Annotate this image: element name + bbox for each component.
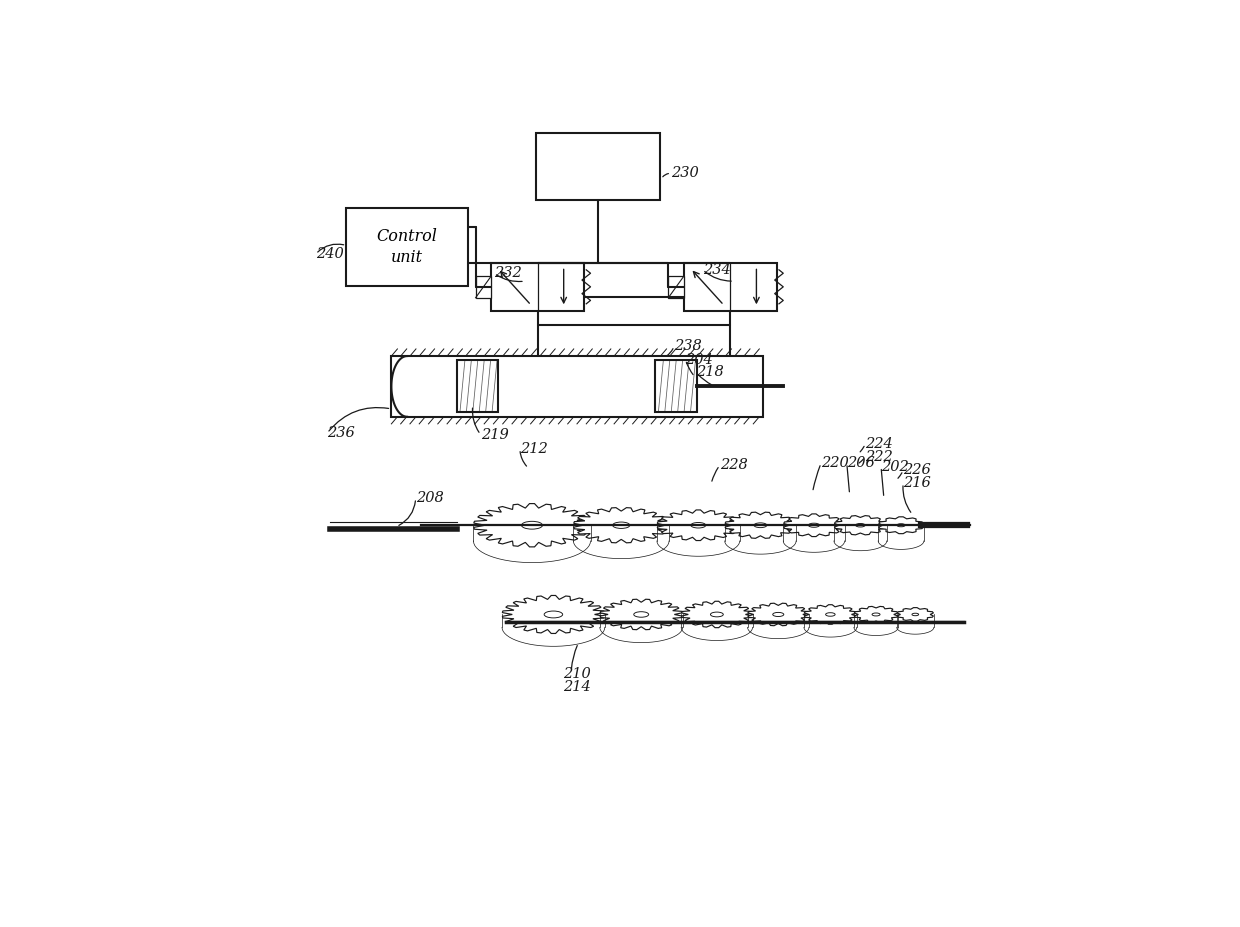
Text: 204: 204 — [686, 352, 713, 367]
Text: 222: 222 — [866, 450, 893, 464]
Ellipse shape — [872, 613, 880, 616]
Text: 224: 224 — [866, 437, 893, 451]
Text: 219: 219 — [481, 427, 508, 441]
Polygon shape — [657, 510, 739, 540]
Bar — [684, 262, 776, 311]
Polygon shape — [474, 503, 590, 547]
Ellipse shape — [544, 611, 563, 618]
Bar — [656, 361, 697, 413]
Polygon shape — [879, 517, 924, 534]
Text: 210: 210 — [563, 667, 590, 680]
Polygon shape — [725, 512, 796, 539]
Text: 236: 236 — [327, 426, 355, 440]
Ellipse shape — [634, 612, 649, 617]
Bar — [458, 361, 498, 413]
Text: unit: unit — [391, 249, 423, 266]
Text: 206: 206 — [847, 456, 874, 470]
Ellipse shape — [522, 521, 543, 529]
Ellipse shape — [773, 613, 784, 616]
Polygon shape — [835, 515, 887, 535]
Polygon shape — [805, 604, 857, 624]
Ellipse shape — [808, 523, 820, 527]
Ellipse shape — [856, 524, 866, 527]
Text: 232: 232 — [495, 266, 522, 280]
Text: 208: 208 — [415, 491, 444, 505]
Text: 212: 212 — [520, 442, 548, 456]
Ellipse shape — [826, 613, 835, 616]
Bar — [476, 276, 491, 298]
Text: 240: 240 — [316, 247, 343, 261]
Polygon shape — [748, 603, 808, 626]
Text: 202: 202 — [882, 460, 909, 474]
Ellipse shape — [754, 523, 766, 527]
Polygon shape — [898, 607, 934, 621]
Bar — [668, 276, 684, 298]
Text: 214: 214 — [563, 679, 590, 693]
Ellipse shape — [897, 524, 905, 527]
Text: 226: 226 — [903, 464, 931, 477]
Text: 234: 234 — [703, 262, 730, 276]
Polygon shape — [854, 606, 898, 623]
Polygon shape — [574, 508, 668, 543]
Bar — [346, 208, 467, 286]
Polygon shape — [502, 595, 605, 633]
Polygon shape — [600, 599, 682, 629]
Text: 218: 218 — [696, 365, 724, 379]
Ellipse shape — [613, 522, 630, 528]
Bar — [491, 262, 584, 311]
Text: 230: 230 — [671, 166, 699, 181]
Bar — [392, 356, 763, 417]
Text: 228: 228 — [719, 458, 748, 472]
Ellipse shape — [691, 523, 706, 528]
Bar — [536, 133, 661, 200]
Text: 220: 220 — [821, 456, 849, 470]
Text: 216: 216 — [903, 476, 931, 490]
Ellipse shape — [711, 612, 723, 616]
Text: Control: Control — [377, 228, 438, 245]
Polygon shape — [784, 514, 844, 537]
Ellipse shape — [911, 614, 919, 616]
Polygon shape — [682, 602, 753, 628]
Text: 238: 238 — [675, 339, 702, 353]
